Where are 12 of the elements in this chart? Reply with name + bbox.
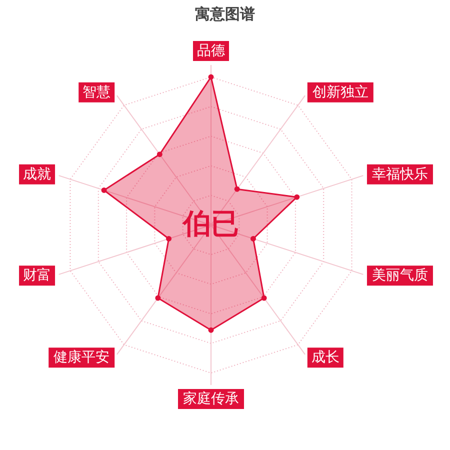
spoke-label: 财富 <box>23 268 52 284</box>
spoke-label: 幸福快乐 <box>372 166 428 182</box>
chart-title: 寓意图谱 <box>195 5 255 23</box>
spoke-label: 成长 <box>311 350 340 366</box>
spoke-label: 智慧 <box>82 84 111 100</box>
spoke-label: 美丽气质 <box>372 268 428 284</box>
spoke-label: 创新独立 <box>312 84 368 100</box>
spoke-label: 健康平安 <box>54 350 110 366</box>
spoke-label: 品德 <box>197 43 225 59</box>
text: 伯已 <box>182 207 239 240</box>
spoke-label: 成就 <box>23 166 52 182</box>
spoke-label: 家庭传承 <box>183 391 239 407</box>
